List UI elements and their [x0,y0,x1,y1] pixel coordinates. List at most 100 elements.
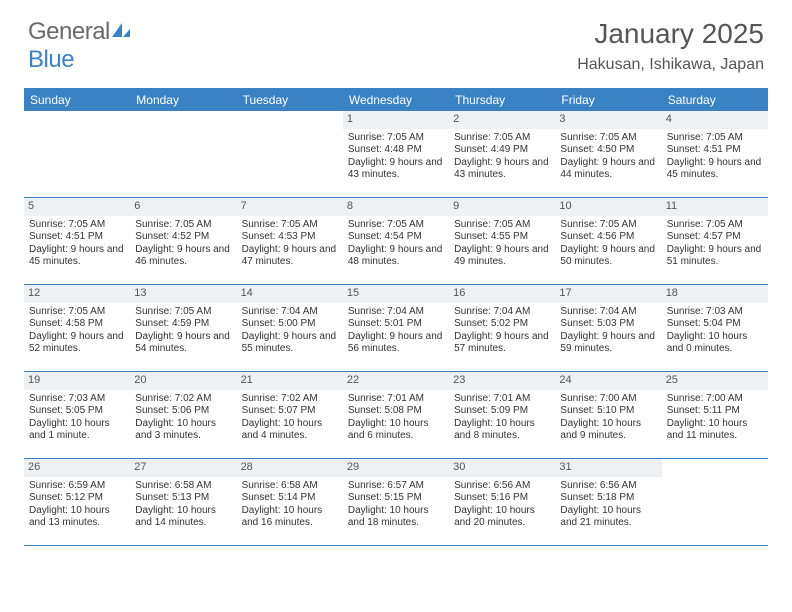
daylight-line: Daylight: 10 hours and 6 minutes. [348,418,444,443]
sunset-line: Sunset: 5:02 PM [454,318,550,331]
sunset-line: Sunset: 4:53 PM [242,231,338,244]
day-cell: 23Sunrise: 7:01 AMSunset: 5:09 PMDayligh… [449,372,555,458]
location: Hakusan, Ishikawa, Japan [577,56,764,74]
day-cell: 19Sunrise: 7:03 AMSunset: 5:05 PMDayligh… [24,372,130,458]
sunset-line: Sunset: 5:04 PM [667,318,763,331]
daylight-line: Daylight: 10 hours and 18 minutes. [348,505,444,530]
day-number: 9 [449,198,555,216]
sunset-line: Sunset: 4:51 PM [29,231,125,244]
dow-sunday: Sunday [24,89,130,111]
sunset-line: Sunset: 4:56 PM [560,231,656,244]
sunrise-line: Sunrise: 7:05 AM [348,132,444,145]
day-cell: 22Sunrise: 7:01 AMSunset: 5:08 PMDayligh… [343,372,449,458]
logo-text: GeneralBlue [28,18,132,74]
day-number: 25 [662,372,768,390]
day-number: 11 [662,198,768,216]
sunrise-line: Sunrise: 7:05 AM [135,219,231,232]
sunrise-line: Sunrise: 6:57 AM [348,480,444,493]
day-number: 23 [449,372,555,390]
sunset-line: Sunset: 5:14 PM [242,492,338,505]
sunrise-line: Sunrise: 7:05 AM [560,219,656,232]
daylight-line: Daylight: 10 hours and 13 minutes. [29,505,125,530]
day-cell: 11 Sunrise: 7:05 AMSunset: 4:57 PMDayligh… [662,198,768,284]
daylight-line: Daylight: 9 hours and 51 minutes. [667,244,763,269]
sunrise-line: Sunrise: 7:02 AM [135,393,231,406]
day-cell-empty [662,459,768,545]
day-number: 29 [343,459,449,477]
day-cell: 17Sunrise: 7:04 AMSunset: 5:03 PMDayligh… [555,285,661,371]
week-row: 26Sunrise: 6:59 AMSunset: 5:12 PMDayligh… [24,459,768,546]
daylight-line: Daylight: 10 hours and 1 minute. [29,418,125,443]
day-number: 4 [662,111,768,129]
daylight-line: Daylight: 9 hours and 45 minutes. [667,157,763,182]
sunrise-line: Sunrise: 7:05 AM [560,132,656,145]
sunrise-line: Sunrise: 7:04 AM [454,306,550,319]
week-row: 5Sunrise: 7:05 AMSunset: 4:51 PMDaylight… [24,198,768,285]
sail-icon [110,18,132,46]
sunrise-line: Sunrise: 7:04 AM [348,306,444,319]
day-cell: 4Sunrise: 7:05 AMSunset: 4:51 PMDaylight… [662,111,768,197]
day-cell: 10Sunrise: 7:05 AMSunset: 4:56 PMDayligh… [555,198,661,284]
day-cell: 25Sunrise: 7:00 AMSunset: 5:11 PMDayligh… [662,372,768,458]
day-number: 22 [343,372,449,390]
logo: GeneralBlue [28,18,132,74]
day-number: 27 [130,459,236,477]
dow-friday: Friday [555,89,661,111]
title-block: January 2025 Hakusan, Ishikawa, Japan [577,18,764,74]
sunset-line: Sunset: 5:12 PM [29,492,125,505]
day-number: 13 [130,285,236,303]
sunset-line: Sunset: 4:58 PM [29,318,125,331]
calendar: SundayMondayTuesdayWednesdayThursdayFrid… [24,88,768,546]
sunset-line: Sunset: 5:15 PM [348,492,444,505]
day-cell: 30Sunrise: 6:56 AMSunset: 5:16 PMDayligh… [449,459,555,545]
day-cell: 21Sunrise: 7:02 AMSunset: 5:07 PMDayligh… [237,372,343,458]
weeks-container: 1Sunrise: 7:05 AMSunset: 4:48 PMDaylight… [24,111,768,546]
day-cell: 26Sunrise: 6:59 AMSunset: 5:12 PMDayligh… [24,459,130,545]
daylight-line: Daylight: 10 hours and 20 minutes. [454,505,550,530]
day-cell: 9Sunrise: 7:05 AMSunset: 4:55 PMDaylight… [449,198,555,284]
day-cell: 5Sunrise: 7:05 AMSunset: 4:51 PMDaylight… [24,198,130,284]
sunrise-line: Sunrise: 7:05 AM [29,219,125,232]
day-number: 1 [343,111,449,129]
day-cell: 28Sunrise: 6:58 AMSunset: 5:14 PMDayligh… [237,459,343,545]
sunset-line: Sunset: 4:57 PM [667,231,763,244]
daylight-line: Daylight: 9 hours and 59 minutes. [560,331,656,356]
sunset-line: Sunset: 5:01 PM [348,318,444,331]
day-cell: 27Sunrise: 6:58 AMSunset: 5:13 PMDayligh… [130,459,236,545]
sunrise-line: Sunrise: 7:05 AM [242,219,338,232]
day-cell: 15Sunrise: 7:04 AMSunset: 5:01 PMDayligh… [343,285,449,371]
sunset-line: Sunset: 5:05 PM [29,405,125,418]
sunrise-line: Sunrise: 6:58 AM [242,480,338,493]
day-number: 2 [449,111,555,129]
day-number: 8 [343,198,449,216]
sunset-line: Sunset: 5:18 PM [560,492,656,505]
sunrise-line: Sunrise: 7:05 AM [667,219,763,232]
sunrise-line: Sunrise: 7:02 AM [242,393,338,406]
daylight-line: Daylight: 9 hours and 43 minutes. [348,157,444,182]
sunrise-line: Sunrise: 7:00 AM [667,393,763,406]
daylight-line: Daylight: 10 hours and 3 minutes. [135,418,231,443]
day-number: 15 [343,285,449,303]
sunset-line: Sunset: 5:10 PM [560,405,656,418]
day-cell: 31Sunrise: 6:56 AMSunset: 5:18 PMDayligh… [555,459,661,545]
sunrise-line: Sunrise: 7:05 AM [667,132,763,145]
day-cell: 1Sunrise: 7:05 AMSunset: 4:48 PMDaylight… [343,111,449,197]
day-cell: 7Sunrise: 7:05 AMSunset: 4:53 PMDaylight… [237,198,343,284]
sunset-line: Sunset: 4:54 PM [348,231,444,244]
daylight-line: Daylight: 9 hours and 44 minutes. [560,157,656,182]
day-cell-empty [24,111,130,197]
daylight-line: Daylight: 9 hours and 43 minutes. [454,157,550,182]
day-cell: 3Sunrise: 7:05 AMSunset: 4:50 PMDaylight… [555,111,661,197]
day-number: 17 [555,285,661,303]
dow-wednesday: Wednesday [343,89,449,111]
day-cell: 14Sunrise: 7:04 AMSunset: 5:00 PMDayligh… [237,285,343,371]
sunrise-line: Sunrise: 7:03 AM [29,393,125,406]
daylight-line: Daylight: 9 hours and 52 minutes. [29,331,125,356]
day-number: 30 [449,459,555,477]
sunset-line: Sunset: 5:08 PM [348,405,444,418]
day-of-week-header: SundayMondayTuesdayWednesdayThursdayFrid… [24,89,768,111]
day-number: 28 [237,459,343,477]
logo-text-part2: Blue [28,46,74,73]
sunset-line: Sunset: 5:13 PM [135,492,231,505]
sunrise-line: Sunrise: 6:56 AM [454,480,550,493]
